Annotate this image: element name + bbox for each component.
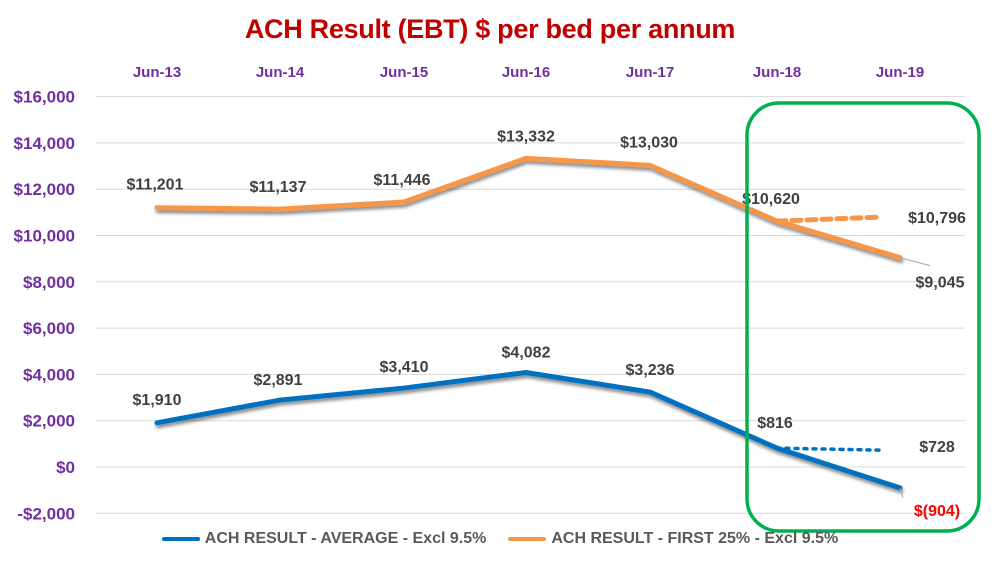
data-label-first25: $9,045 <box>916 275 965 292</box>
y-tick-label: -$2,000 <box>17 504 75 523</box>
series-line-first25 <box>154 155 903 261</box>
y-tick-label: $2,000 <box>23 412 75 431</box>
leader-line <box>899 487 904 499</box>
x-tick-label: Jun-19 <box>876 64 924 81</box>
y-tick-label: $12,000 <box>14 180 75 199</box>
highlight-box <box>745 101 981 533</box>
leader-line <box>899 257 931 267</box>
gridlines <box>96 96 965 514</box>
y-tick-label: $14,000 <box>14 134 75 153</box>
series-line-average <box>154 370 903 491</box>
projection-label-average: $728 <box>919 439 955 456</box>
projection-line <box>774 214 883 224</box>
data-label-first25: $11,446 <box>374 172 431 189</box>
data-label-average: $3,410 <box>380 359 429 376</box>
data-label-average: $3,236 <box>626 362 675 379</box>
y-tick-label: $10,000 <box>14 227 75 246</box>
legend-swatch-orange <box>508 537 547 541</box>
x-tick-label: Jun-13 <box>133 64 181 81</box>
legend-swatch-blue <box>161 537 200 541</box>
legend: ACH RESULT - AVERAGE - Excl 9.5% ACH RES… <box>0 530 1000 548</box>
chart-title: ACH Result (EBT) $ per bed per annum <box>244 14 736 44</box>
legend-label-first25: ACH RESULT - FIRST 25% - Excl 9.5% <box>551 530 839 547</box>
y-tick-label: $16,000 <box>14 88 75 107</box>
x-tick-label: Jun-14 <box>256 64 305 81</box>
data-label-average: $816 <box>757 415 793 432</box>
y-tick-label: $8,000 <box>23 273 75 292</box>
data-label-average: $2,891 <box>254 372 303 389</box>
data-label-average: $1,910 <box>133 392 182 409</box>
x-tick-label: Jun-16 <box>502 64 550 81</box>
y-tick-label: $4,000 <box>23 365 75 384</box>
data-label-first25: $13,332 <box>497 128 555 145</box>
legend-item-first25[interactable]: ACH RESULT - FIRST 25% - Excl 9.5% <box>508 530 838 548</box>
series-lines <box>154 155 931 499</box>
data-label-first25: $10,620 <box>742 191 800 208</box>
data-label-average: $(904) <box>914 503 960 520</box>
legend-item-average[interactable]: ACH RESULT - AVERAGE - Excl 9.5% <box>161 530 487 548</box>
projection-label-first25: $10,796 <box>908 210 966 227</box>
data-label-first25: $11,137 <box>250 179 307 196</box>
data-label-first25: $11,201 <box>127 177 184 194</box>
y-tick-label: $6,000 <box>23 319 75 338</box>
data-label-average: $4,082 <box>502 345 551 362</box>
legend-label-average: ACH RESULT - AVERAGE - Excl 9.5% <box>204 530 487 547</box>
x-axis: Jun-13 Jun-14 Jun-15 Jun-16 Jun-17 Jun-18 Jun-… <box>133 64 924 81</box>
data-label-first25: $13,030 <box>620 134 678 151</box>
y-axis: $16,000 $14,000 $12,000 $10,000 $8,000 $6,000… <box>14 88 75 524</box>
x-tick-label: Jun-15 <box>380 64 428 81</box>
y-tick-label: $0 <box>56 458 75 477</box>
x-tick-label: Jun-18 <box>753 64 801 81</box>
x-tick-label: Jun-17 <box>626 64 674 81</box>
projection-line <box>775 446 882 452</box>
data-labels: $1,910 $2,891 $3,410 $4,082 $3,236 $816 $(904)… <box>127 128 966 520</box>
